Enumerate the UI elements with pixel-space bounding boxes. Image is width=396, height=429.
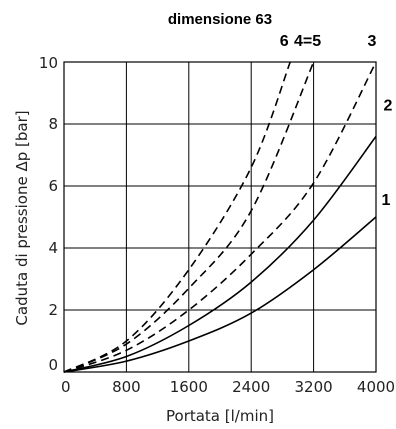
series-line-6: [63, 61, 291, 373]
y-tick-label: 0: [48, 356, 58, 374]
series-line-1: [63, 216, 377, 373]
y-tick-label: 8: [48, 115, 58, 133]
series-label: 6: [280, 33, 289, 50]
x-axis-label: Portata [l/min]: [166, 407, 274, 425]
series-line-2: [63, 135, 377, 373]
series-line-3: [63, 61, 377, 373]
y-axis-label: Caduta di pressione Δp [bar]: [13, 110, 31, 325]
chart-title: dimensione 63: [168, 11, 272, 28]
series-layer: [63, 61, 377, 373]
x-tick-label: 3200: [295, 378, 333, 396]
y-tick-label: 6: [48, 177, 58, 195]
series-label: 3: [368, 33, 377, 50]
y-tick-label: 2: [48, 301, 58, 319]
series-label: 1: [382, 192, 391, 209]
x-tick-label: 2400: [232, 378, 270, 396]
x-tick-label: 4000: [357, 378, 395, 396]
y-tick-labels: 0 2 4 6 8 10: [39, 54, 58, 374]
x-tick-labels: 0 800 1600 2400 3200 4000: [61, 378, 395, 396]
series-line-4-5: [63, 61, 315, 373]
y-tick-label: 10: [39, 54, 58, 72]
series-label: 2: [384, 97, 393, 114]
curve-labels: 1 2 3 4=5 6: [280, 33, 393, 209]
series-label: 4=5: [294, 33, 321, 50]
plot-frame: [63, 61, 377, 373]
grid: [64, 62, 376, 372]
x-tick-label: 0: [61, 378, 71, 396]
x-tick-label: 800: [112, 378, 141, 396]
x-tick-label: 1600: [170, 378, 208, 396]
y-tick-label: 4: [48, 239, 58, 257]
